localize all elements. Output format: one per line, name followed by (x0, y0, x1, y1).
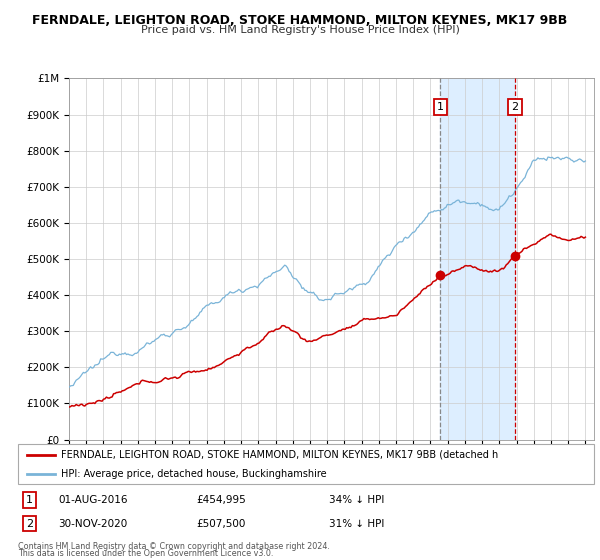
Text: 1: 1 (437, 102, 444, 113)
Text: 2: 2 (512, 102, 519, 113)
Text: FERNDALE, LEIGHTON ROAD, STOKE HAMMOND, MILTON KEYNES, MK17 9BB (detached h: FERNDALE, LEIGHTON ROAD, STOKE HAMMOND, … (61, 450, 499, 460)
Text: 2: 2 (26, 519, 33, 529)
Text: £507,500: £507,500 (197, 519, 246, 529)
Text: 01-AUG-2016: 01-AUG-2016 (58, 495, 128, 505)
Text: This data is licensed under the Open Government Licence v3.0.: This data is licensed under the Open Gov… (18, 549, 274, 558)
Text: 1: 1 (26, 495, 33, 505)
Text: FERNDALE, LEIGHTON ROAD, STOKE HAMMOND, MILTON KEYNES, MK17 9BB: FERNDALE, LEIGHTON ROAD, STOKE HAMMOND, … (32, 14, 568, 27)
Text: 34% ↓ HPI: 34% ↓ HPI (329, 495, 385, 505)
Text: £454,995: £454,995 (197, 495, 247, 505)
Bar (440, 78, 515, 440)
FancyBboxPatch shape (18, 444, 594, 484)
Text: HPI: Average price, detached house, Buckinghamshire: HPI: Average price, detached house, Buck… (61, 469, 327, 478)
Text: 30-NOV-2020: 30-NOV-2020 (58, 519, 128, 529)
Text: Contains HM Land Registry data © Crown copyright and database right 2024.: Contains HM Land Registry data © Crown c… (18, 542, 330, 551)
Text: 31% ↓ HPI: 31% ↓ HPI (329, 519, 385, 529)
Text: Price paid vs. HM Land Registry's House Price Index (HPI): Price paid vs. HM Land Registry's House … (140, 25, 460, 35)
